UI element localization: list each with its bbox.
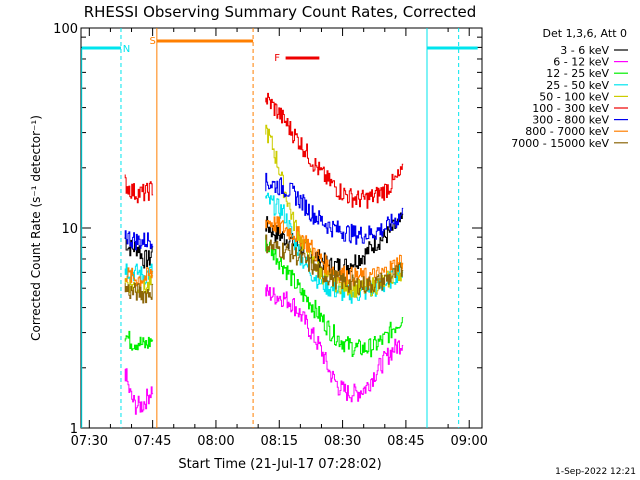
annotation-f-label: F <box>274 53 280 64</box>
legend-label: 800 - 7000 keV <box>525 125 609 138</box>
series-line <box>265 235 404 358</box>
footer-timestamp: 1-Sep-2022 12:21 <box>555 467 636 477</box>
x-tick-label: 08:45 <box>387 434 424 449</box>
series-line <box>124 267 154 287</box>
series-line <box>124 237 154 269</box>
x-tick-label: 08:00 <box>197 434 234 449</box>
x-tick-label: 08:30 <box>324 434 361 449</box>
legend-label: 100 - 300 keV <box>532 102 609 115</box>
series-line <box>265 284 404 403</box>
series-line <box>265 124 404 298</box>
series-line <box>124 230 154 251</box>
series-line <box>124 174 154 204</box>
legend-label: 7000 - 15000 keV <box>511 137 609 150</box>
plot-area: 07:30 07:45 08:00 08:15 08:30 08:45 09:00 1 10 10… <box>53 22 488 449</box>
legend-label: 6 - 12 keV <box>553 56 609 69</box>
x-axis-label: Start Time (21-Jul-17 07:28:02) <box>178 457 381 472</box>
axis-ticks: 07:30 07:45 08:00 08:15 08:30 08:45 09:00 1 10 10… <box>53 22 488 449</box>
plot-frame <box>80 27 483 429</box>
legend-label: 12 - 25 keV <box>546 67 609 80</box>
series-line <box>124 330 154 351</box>
legend-label: 300 - 800 keV <box>532 114 609 127</box>
annotations: S N F <box>81 28 478 428</box>
y-axis-label: Corrected Count Rate (s⁻¹ detector⁻¹) <box>29 115 43 341</box>
annotation-n-label: N <box>123 44 130 55</box>
legend-label: 50 - 100 keV <box>539 90 609 103</box>
y-tick-label: 1 <box>70 422 78 437</box>
series-line <box>265 92 404 209</box>
legend-label: 25 - 50 keV <box>546 79 609 92</box>
x-tick-label: 09:00 <box>450 434 487 449</box>
series-line <box>124 282 154 304</box>
legend-label: 3 - 6 keV <box>560 44 609 57</box>
y-tick-label: 10 <box>61 222 78 237</box>
series-line <box>265 172 404 245</box>
series-line <box>124 368 154 415</box>
chart-title: RHESSI Observing Summary Count Rates, Co… <box>84 3 477 21</box>
series-line <box>265 234 404 296</box>
data-marks <box>124 92 404 415</box>
x-tick-label: 08:15 <box>261 434 298 449</box>
x-tick-label: 07:30 <box>71 434 108 449</box>
annotation-s-label: S <box>149 36 155 47</box>
x-tick-label: 07:45 <box>134 434 171 449</box>
y-tick-label: 100 <box>53 22 78 37</box>
legend-title: Det 1,3,6, Att 0 <box>543 27 627 40</box>
